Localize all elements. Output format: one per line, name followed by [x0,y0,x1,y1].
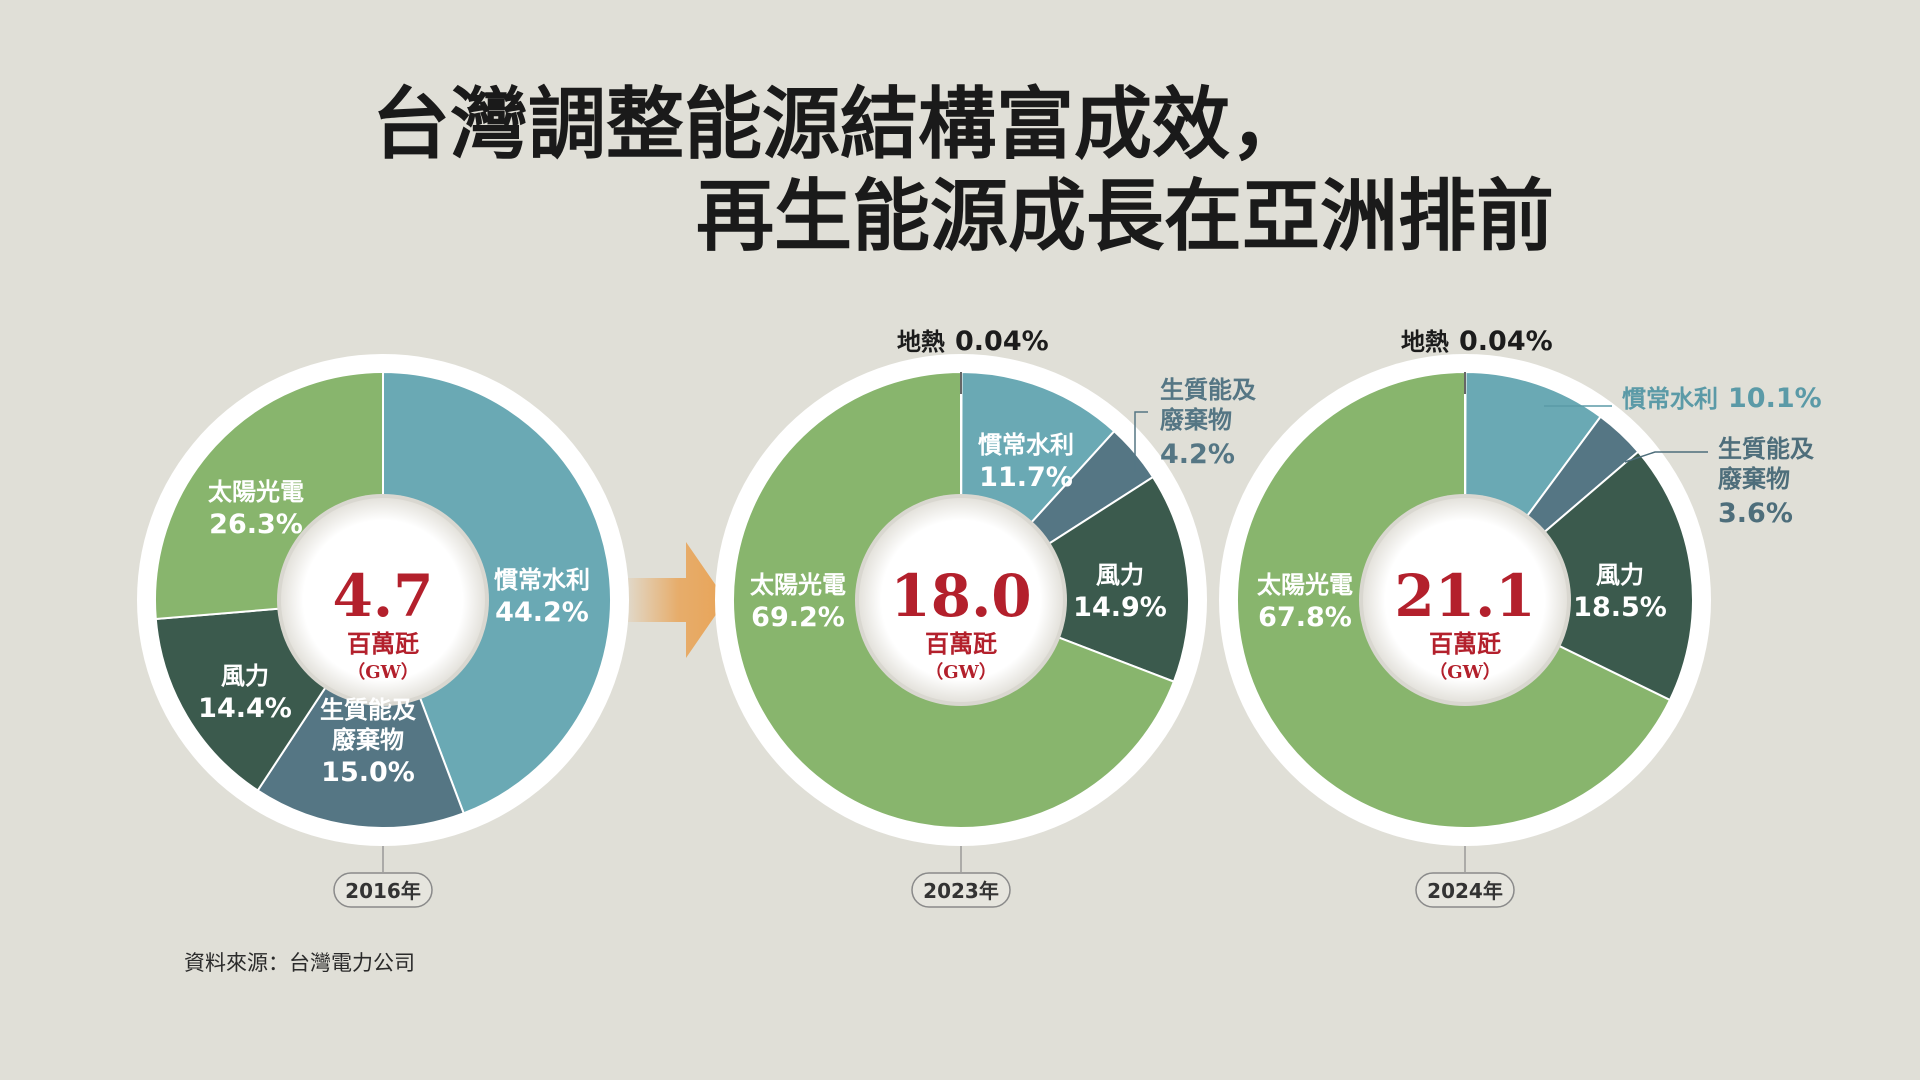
slice-label-value: 14.9% [1073,592,1167,623]
total-unit-en: （GW） [1429,662,1501,683]
slice-label-name: 風力 [1096,561,1144,589]
pie-slice [382,370,612,815]
slice-label-name: 地熱 [1401,328,1449,356]
growth-arrow-icon [620,542,726,658]
slice-label-name: 生質能及 [1718,435,1814,463]
leader-line [1134,411,1148,472]
source-note: 資料來源：台灣電力公司 [184,951,415,975]
slice-label-name: 風力 [1596,561,1644,589]
total-unit-en: （GW） [347,662,419,683]
total-unit: 百萬瓩 [1429,630,1501,658]
slice-label-name: 生質能及 [320,696,416,724]
total-value: 18.0 [890,562,1031,630]
slice-label-value: 67.8% [1258,602,1352,633]
total-unit: 百萬瓩 [925,630,997,658]
slice-label-name: 慣常水利 [494,566,590,594]
total-value: 4.7 [333,562,434,630]
slice-label-name: 風力 [221,662,269,690]
year-label: 2024年 [1427,879,1503,903]
total-value: 21.1 [1394,562,1535,630]
slice-label-name: 太陽光電 [208,478,304,506]
year-badge [333,872,433,908]
chart-title-line-2: 再生能源成長在亞洲排前 [696,172,1555,262]
slice-label-name: 慣常水利 [1622,385,1718,413]
slice-label-value: 11.7% [979,462,1073,493]
slice-label-name: 太陽光電 [750,571,846,599]
slice-label-name: 廢棄物 [1718,465,1790,493]
year-badge [1415,872,1515,908]
chart-title-line-1: 台灣調整能源結構富成效， [372,80,1309,170]
slice-label-name: 慣常水利 [978,431,1074,459]
slice-label-value: 10.1% [1728,383,1822,414]
pie-slice [256,597,465,829]
slice-label-value: 0.04% [1459,326,1553,357]
slice-label-value: 69.2% [751,602,845,633]
year-label: 2016年 [345,879,421,903]
slice-label-name: 廢棄物 [332,726,404,754]
slice-label-value: 4.2% [1160,439,1235,470]
year-label: 2023年 [923,879,999,903]
slice-label-value: 26.3% [209,509,303,540]
center-hole [1363,498,1567,702]
year-badge [911,872,1011,908]
slice-label-name: 太陽光電 [1257,571,1353,599]
total-unit: 百萬瓩 [347,630,419,658]
slice-label-value: 15.0% [321,757,415,788]
slice-label-name: 生質能及 [1160,376,1256,404]
center-hole [281,498,485,702]
slice-label-name: 地熱 [897,328,945,356]
pie-slice [1463,450,1694,702]
slice-label-value: 18.5% [1573,592,1667,623]
pie-slice [958,475,1190,683]
center-hole [859,498,1063,702]
slice-label-value: 3.6% [1718,498,1793,529]
slice-label-name: 廢棄物 [1160,406,1232,434]
slice-label-value: 14.4% [198,693,292,724]
slice-label-value: 44.2% [495,597,589,628]
leader-line [1624,451,1708,463]
total-unit-en: （GW） [925,662,997,683]
slice-label-value: 0.04% [955,326,1049,357]
